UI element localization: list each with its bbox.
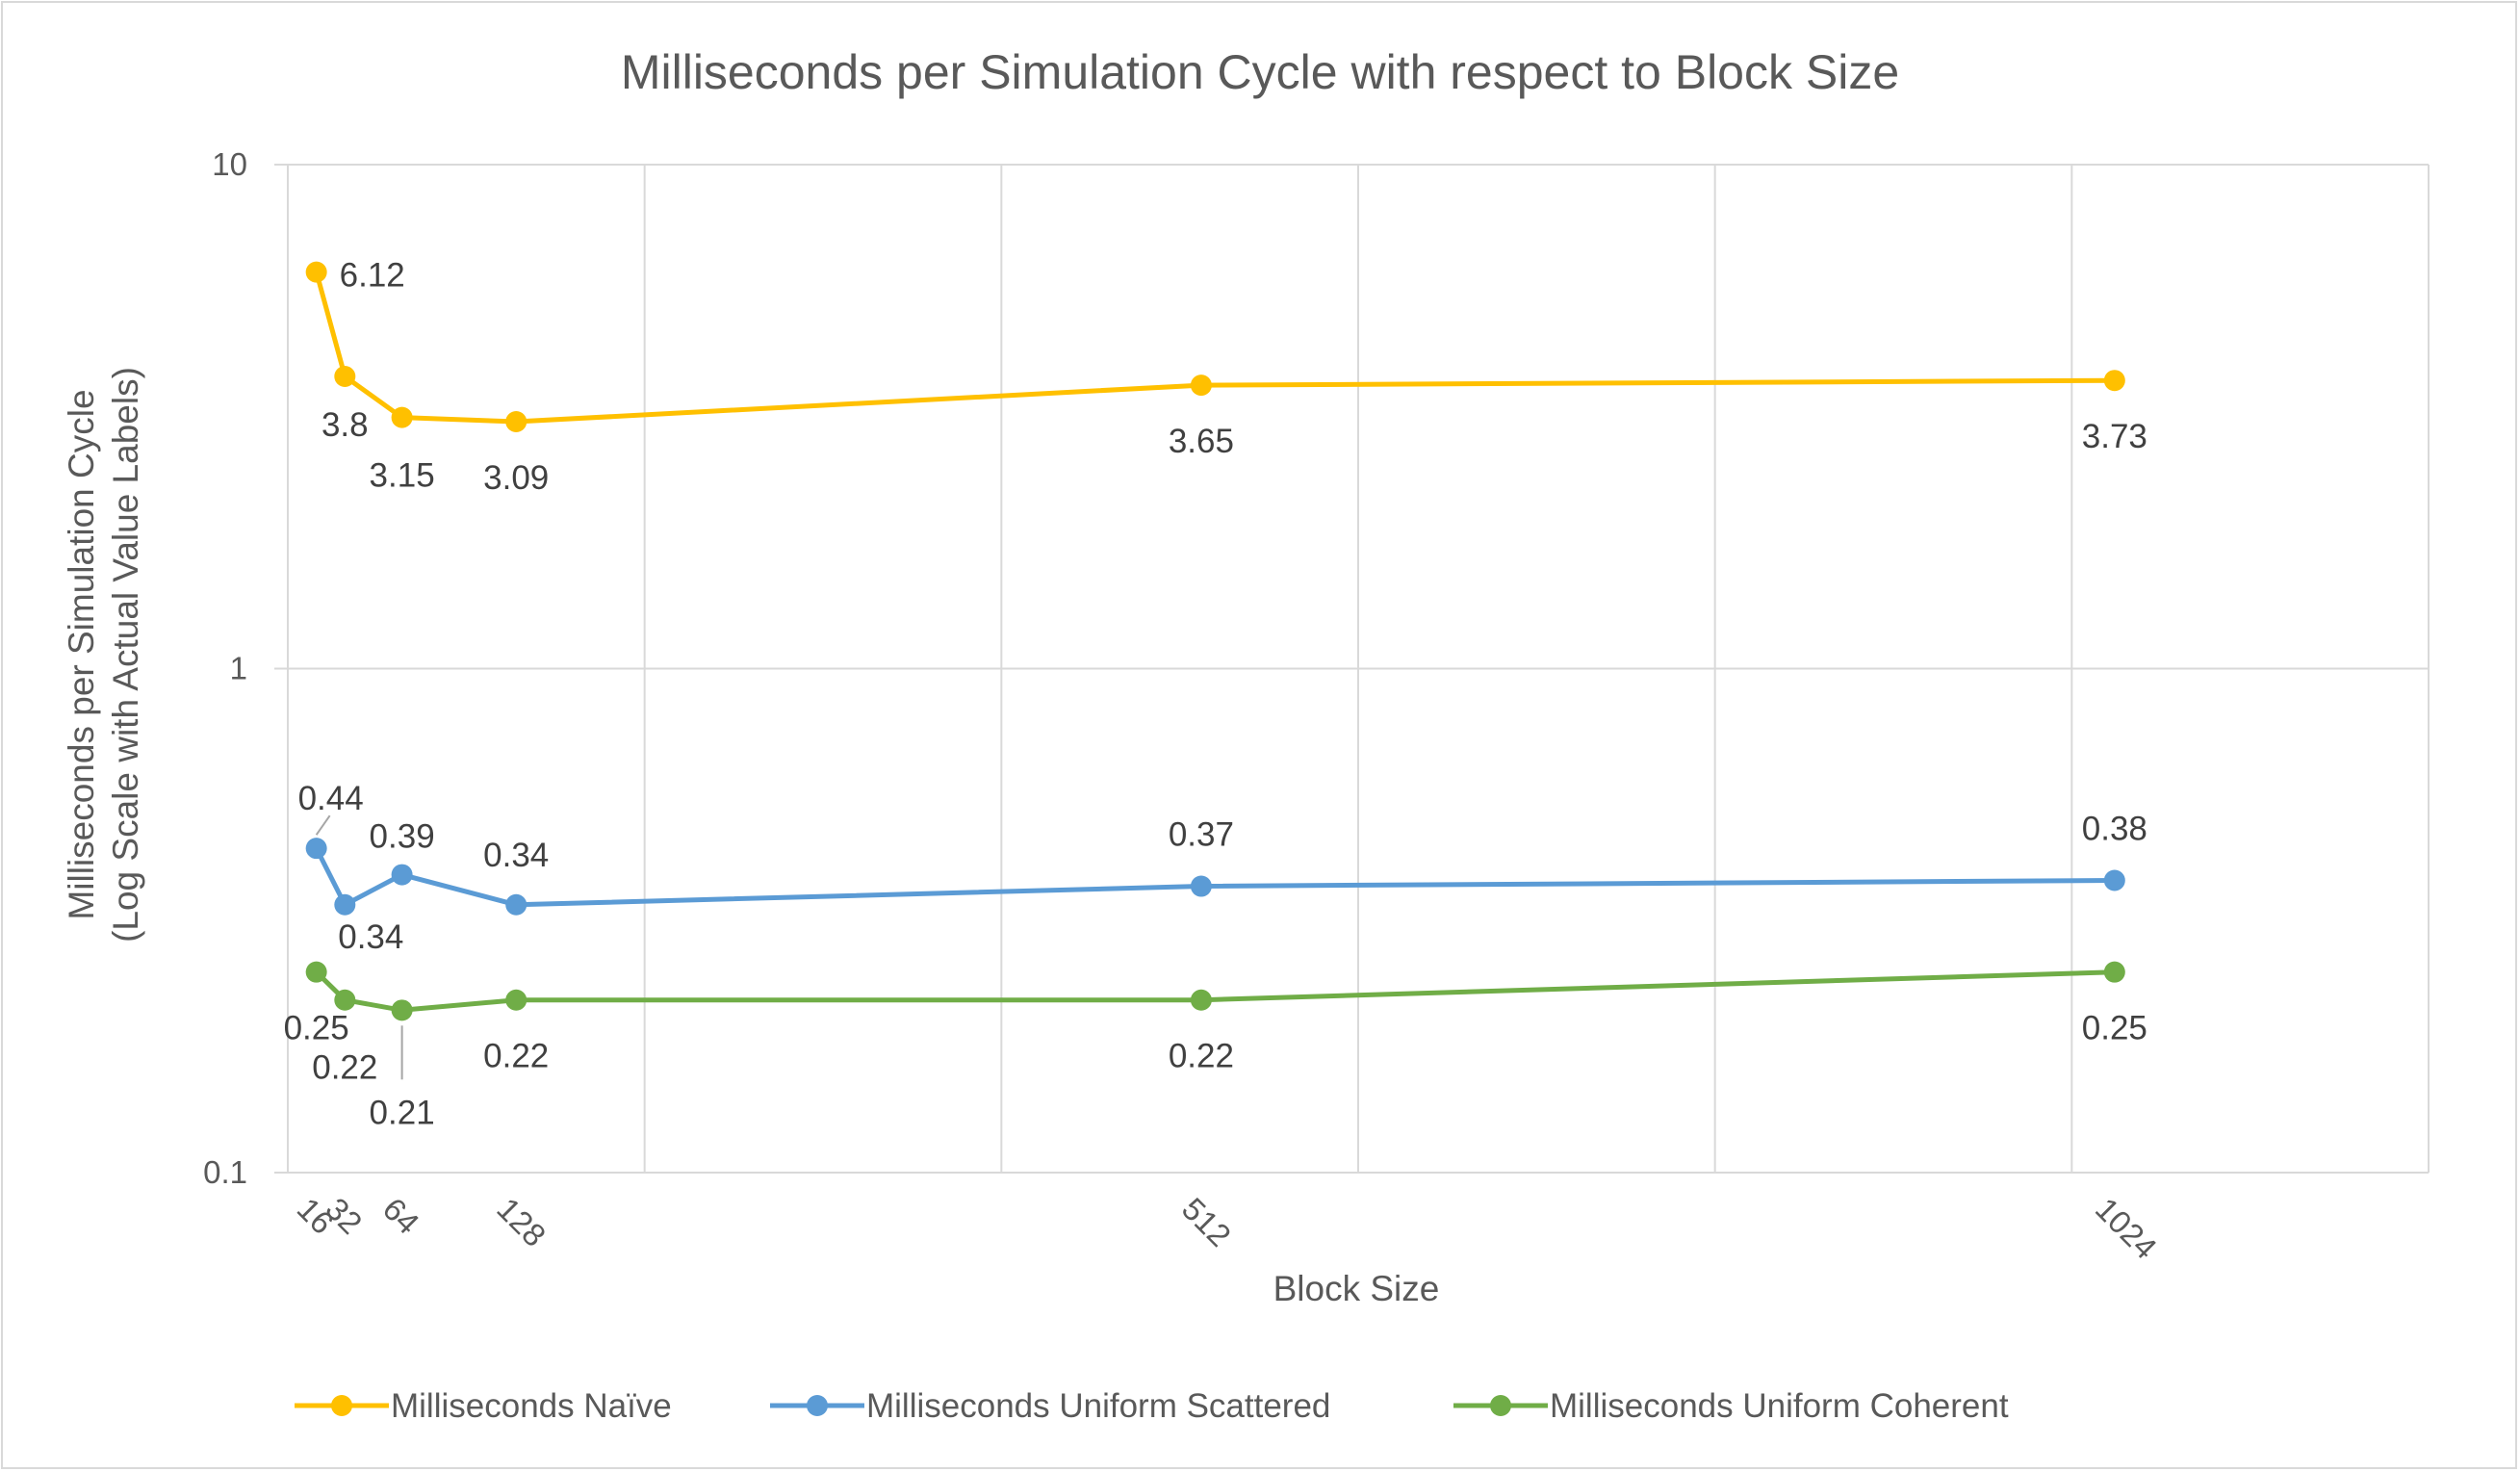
legend: Milliseconds Naïve Milliseconds Uniform S… [295,1387,2009,1425]
data-point [2103,961,2125,983]
data-point [305,961,327,983]
series-line [314,271,2115,425]
data-point [334,365,356,387]
chart-title: Milliseconds per Simulation Cycle with r… [621,45,1899,99]
y-axis-title-line1: Milliseconds per Simulation Cycle [62,389,101,919]
y-tick-label: 0.1 [203,1154,247,1190]
series-line [314,969,2115,1013]
data-label: 0.34 [338,918,403,956]
series-layer [305,261,2125,1021]
data-label: 6.12 [340,257,405,295]
legend-marker [331,1395,352,1416]
data-label: 3.15 [370,457,435,495]
data-point [505,893,527,916]
data-label: 3.09 [483,459,549,497]
data-point [1190,374,1212,397]
data-label: 0.39 [370,818,435,856]
data-label: 3.8 [321,406,369,444]
legend-label: Milliseconds Uniform Scattered [866,1387,1330,1425]
data-point [305,838,327,860]
data-label: 0.44 [298,780,364,817]
series-line [314,847,2115,908]
data-label: 0.37 [1169,816,1234,854]
x-tick-label: 128 [490,1191,553,1253]
data-label: 0.21 [370,1094,435,1131]
data-point [1190,989,1212,1011]
data-label: 0.38 [2082,810,2147,847]
data-point [391,999,413,1021]
data-point [334,989,356,1011]
data-point [2103,370,2125,392]
x-axis-title: Block Size [1273,1269,1440,1308]
data-label: 0.25 [2082,1010,2147,1047]
data-label: 3.73 [2082,418,2147,455]
data-label: 0.22 [1169,1038,1234,1075]
leader-line [315,814,331,836]
data-point [505,411,527,433]
x-tick-label: 1024 [2089,1191,2164,1266]
data-point [305,261,327,283]
data-labels: 6.12 3.83.15 3.09 3.65 3.73 0.44 0.34 0.39 0.34 0… [284,257,2147,1132]
data-label: 0.22 [483,1038,549,1075]
data-point [391,406,413,428]
data-point [334,893,356,916]
legend-label: Milliseconds Naïve [391,1387,672,1425]
gridlines [288,164,2430,1174]
data-point [1190,875,1212,897]
data-point [391,864,413,886]
y-axis-title-line2: (Log Scale with Actual Value Labels) [106,367,145,943]
data-point [2103,869,2125,891]
legend-marker [807,1395,828,1416]
data-label: 3.65 [1169,423,1234,460]
data-point [505,989,527,1011]
y-axis-title: Milliseconds per Simulation Cycle (Log S… [62,367,145,943]
x-tick-label: 32 [319,1191,369,1241]
y-tick-label: 1 [230,651,247,686]
data-label: 0.25 [284,1010,349,1047]
legend-marker [1490,1395,1511,1416]
data-label: 0.34 [483,837,549,874]
x-tick-label: 64 [376,1191,426,1241]
y-tick-label: 10 [212,146,247,182]
legend-label: Milliseconds Uniform Coherent [1550,1387,2009,1425]
x-tick-label: 512 [1175,1191,1238,1253]
data-label: 0.22 [312,1049,377,1087]
